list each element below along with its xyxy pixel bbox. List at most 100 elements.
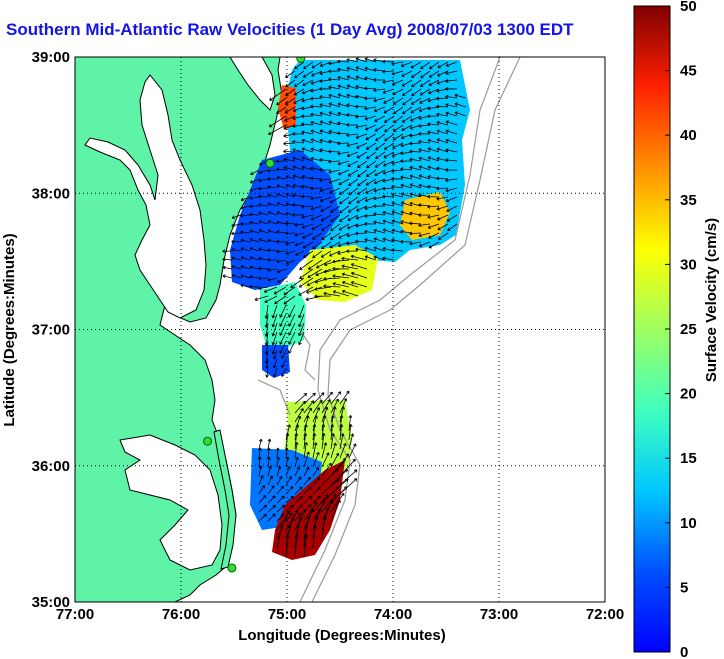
velocity-arrow — [373, 97, 386, 103]
velocity-arrow — [420, 70, 431, 79]
velocity-arrow — [409, 183, 422, 189]
velocity-arrow — [409, 221, 422, 226]
velocity-arrow — [366, 160, 377, 169]
velocity-arrow — [258, 465, 263, 477]
velocity-arrow — [445, 148, 458, 153]
velocity-arrow — [276, 175, 287, 180]
velocity-arrow — [231, 274, 242, 279]
velocity-arrow — [436, 147, 449, 153]
velocity-arrow — [409, 241, 422, 246]
velocity-arrow — [436, 129, 449, 135]
velocity-arrow — [364, 115, 377, 121]
velocity-arrow — [295, 250, 305, 256]
velocity-arrow — [411, 88, 422, 97]
velocity-arrow — [364, 238, 377, 243]
velocity-arrow — [454, 111, 467, 117]
velocity-arrow — [301, 165, 314, 171]
velocity-arrow — [330, 492, 345, 513]
velocity-arrow — [382, 237, 395, 243]
velocity-arrow — [294, 222, 305, 227]
velocity-arrow — [346, 66, 359, 72]
velocity-arrow — [312, 407, 321, 423]
velocity-arrow — [400, 167, 413, 172]
velocity-arrow — [346, 241, 359, 246]
velocity-arrow — [312, 392, 325, 405]
velocity-arrow — [292, 203, 305, 207]
velocity-arrow — [356, 151, 368, 159]
x-tick-label: 73:00 — [480, 606, 518, 623]
velocity-arrow — [348, 178, 359, 186]
velocity-arrow — [319, 168, 331, 172]
velocity-arrow — [402, 106, 413, 115]
velocity-arrow — [393, 115, 404, 124]
velocity-arrow — [249, 238, 260, 243]
velocity-arrow — [258, 178, 269, 183]
velocity-arrow — [373, 88, 386, 92]
velocity-arrow — [267, 277, 278, 282]
velocity-arrow — [329, 232, 341, 240]
velocity-arrow — [400, 159, 413, 164]
velocity-arrow — [427, 122, 440, 127]
velocity-arrow — [400, 133, 413, 140]
velocity-arrow — [294, 424, 300, 441]
velocity-arrow — [222, 249, 233, 254]
velocity-arrow — [319, 129, 332, 135]
velocity-arrow — [294, 486, 303, 495]
velocity-arrow — [392, 133, 404, 141]
velocity-arrow — [249, 284, 260, 289]
velocity-arrow — [263, 286, 278, 293]
velocity-arrow — [292, 124, 305, 128]
velocity-arrow — [281, 349, 287, 359]
velocity-arrow — [350, 281, 368, 288]
velocity-arrow — [312, 399, 323, 414]
velocity-arrow — [258, 504, 267, 513]
velocity-arrow — [337, 84, 350, 90]
velocity-arrow — [338, 178, 350, 186]
velocity-arrow — [330, 424, 335, 441]
velocity-arrow — [364, 246, 377, 252]
velocity-arrow — [310, 186, 323, 191]
velocity-arrow — [249, 220, 260, 225]
velocity-arrow — [364, 96, 377, 101]
velocity-arrow — [321, 406, 329, 423]
velocity-arrow — [428, 70, 440, 78]
velocity-arrow — [445, 168, 458, 172]
velocity-arrow — [365, 133, 377, 141]
velocity-arrow — [283, 157, 296, 162]
velocity-arrow — [267, 220, 278, 225]
y-axis-label: Latitude (Degrees:Minutes) — [1, 233, 18, 426]
velocity-arrow — [314, 294, 332, 299]
velocity-arrow — [276, 239, 287, 244]
velocity-arrow — [436, 196, 449, 201]
velocity-arrow — [445, 196, 458, 203]
velocity-arrow — [277, 277, 287, 283]
velocity-arrow — [347, 214, 359, 221]
velocity-arrow — [310, 205, 323, 211]
radar-station-marker — [265, 158, 275, 168]
velocity-arrow — [321, 399, 331, 414]
velocity-arrow — [249, 275, 260, 279]
velocity-arrow — [231, 256, 242, 261]
velocity-arrow — [330, 398, 339, 414]
velocity-arrow — [427, 130, 440, 135]
velocity-arrow — [268, 115, 287, 128]
velocity-arrow — [321, 433, 326, 450]
velocity-arrow — [427, 156, 440, 162]
velocity-arrow — [267, 229, 278, 234]
velocity-arrow — [319, 86, 332, 91]
velocity-arrow — [321, 241, 332, 250]
velocity-arrow — [319, 178, 332, 182]
velocity-arrow — [418, 165, 431, 171]
velocity-arrow — [267, 513, 276, 522]
chesapeake-bay — [84, 74, 207, 319]
velocity-arrow — [436, 176, 449, 181]
velocity-arrow — [337, 160, 350, 166]
velocity-arrow — [308, 259, 323, 270]
velocity-arrow — [319, 111, 332, 117]
velocity-arrow — [311, 61, 323, 69]
velocity-arrow — [375, 133, 386, 141]
velocity-arrow — [409, 149, 422, 154]
velocity-arrow — [319, 187, 332, 193]
colorbar-tick-label: 35 — [680, 192, 697, 209]
velocity-arrow — [321, 486, 339, 504]
